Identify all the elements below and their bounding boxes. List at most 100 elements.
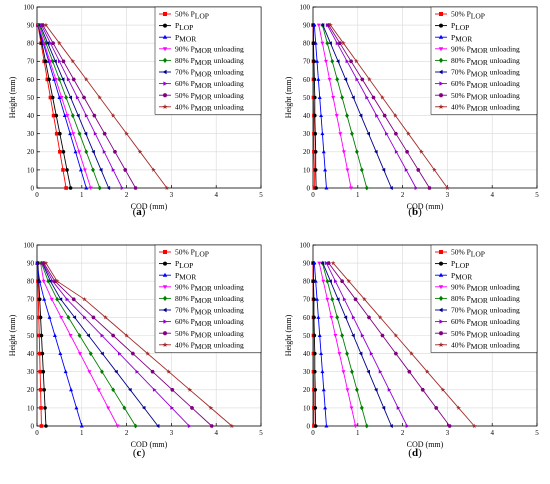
- data-point: [393, 351, 398, 356]
- data-point: [327, 77, 332, 82]
- series-8: [41, 261, 214, 428]
- data-point: [405, 150, 410, 154]
- data-point: [120, 186, 125, 190]
- legend-swatch-marker: [162, 331, 168, 336]
- data-point: [68, 186, 73, 190]
- data-point: [103, 314, 108, 320]
- data-point: [170, 388, 175, 392]
- data-point: [50, 58, 55, 64]
- data-point: [316, 23, 321, 28]
- y-tick-label: 100: [300, 3, 311, 11]
- chart-panel-3: 0 10 20 30 40 50 60 70 80 90 100 0 1 2 3 4 5 COD (mm) Heig…: [8, 241, 263, 459]
- data-point: [48, 59, 52, 64]
- data-point: [312, 369, 317, 374]
- legend-swatch-marker: [438, 47, 444, 52]
- legend-swatch-marker: [438, 57, 444, 63]
- legend-entry-label: PLOP: [451, 21, 469, 32]
- data-point: [393, 333, 399, 338]
- data-point: [114, 369, 118, 374]
- series-line: [39, 24, 110, 189]
- data-point: [364, 423, 369, 429]
- panel-label: (a): [133, 206, 146, 218]
- x-tick-label: 3: [170, 429, 174, 437]
- data-point: [316, 77, 321, 81]
- data-point: [313, 406, 318, 410]
- data-point: [456, 405, 461, 410]
- data-point: [57, 59, 62, 64]
- data-point: [170, 405, 175, 410]
- data-point: [52, 279, 57, 283]
- data-point: [79, 423, 84, 428]
- data-point: [102, 149, 107, 154]
- series-line: [318, 25, 352, 189]
- series-line: [42, 24, 136, 189]
- data-point: [78, 167, 83, 172]
- data-point: [320, 23, 325, 28]
- data-point: [338, 132, 343, 136]
- series-line: [328, 262, 451, 427]
- data-point: [389, 186, 393, 190]
- data-point: [83, 315, 87, 320]
- y-tick-label: 20: [303, 386, 311, 394]
- series-line: [40, 263, 119, 427]
- data-point: [341, 150, 346, 154]
- data-point: [37, 351, 42, 356]
- data-point: [99, 369, 104, 375]
- y-tick-label: 40: [303, 350, 311, 358]
- y-tick-label: 50: [303, 332, 311, 340]
- y-tick-label: 10: [303, 404, 311, 412]
- series-7: [325, 23, 419, 190]
- data-point: [349, 59, 354, 64]
- data-point: [414, 186, 419, 190]
- data-point: [362, 296, 367, 302]
- y-tick-label: 90: [27, 22, 35, 30]
- data-point: [152, 387, 157, 392]
- data-point: [52, 333, 57, 337]
- data-point: [65, 297, 70, 302]
- x-axis-label: COD (mm): [407, 440, 444, 449]
- series-line: [332, 262, 475, 427]
- data-point: [133, 186, 138, 190]
- data-point: [43, 406, 47, 410]
- data-point: [345, 168, 350, 173]
- data-point: [424, 369, 430, 374]
- legend-entry-label: PLOP: [175, 21, 193, 32]
- legend-swatch-marker: [439, 261, 443, 266]
- series-8: [326, 261, 452, 428]
- data-point: [325, 297, 330, 302]
- series-9: [43, 260, 235, 428]
- series-line: [37, 25, 67, 189]
- series-7: [41, 261, 192, 428]
- data-point: [84, 149, 89, 155]
- x-tick-label: 0: [311, 191, 315, 199]
- data-point: [70, 113, 75, 118]
- data-point: [407, 369, 412, 374]
- data-point: [71, 132, 76, 136]
- series-line: [322, 24, 392, 189]
- legend-swatch-marker: [162, 34, 168, 39]
- series-5: [320, 260, 369, 429]
- y-tick-label: 90: [27, 260, 35, 268]
- y-tick-label: 20: [27, 386, 35, 394]
- legend-entry-label: 50% PMOR unloading: [451, 91, 520, 102]
- legend-entry-label: 90% PMOR unloading: [451, 282, 520, 293]
- data-point: [106, 186, 111, 190]
- data-point: [343, 77, 348, 82]
- series-line: [45, 24, 168, 189]
- legend-entry-label: 70% PMOR unloading: [175, 306, 244, 317]
- data-point: [135, 369, 140, 374]
- legend-swatch-marker: [162, 307, 167, 313]
- data-point: [349, 186, 354, 191]
- data-point: [323, 405, 328, 410]
- legend-entry-label: 80% PMOR unloading: [175, 56, 244, 67]
- legend-swatch-marker: [438, 34, 444, 39]
- series-8: [326, 23, 432, 190]
- data-point: [351, 333, 355, 338]
- data-point: [313, 424, 318, 428]
- legend-swatch-marker: [162, 57, 168, 63]
- legend-swatch-marker: [163, 12, 167, 16]
- data-point: [81, 95, 87, 100]
